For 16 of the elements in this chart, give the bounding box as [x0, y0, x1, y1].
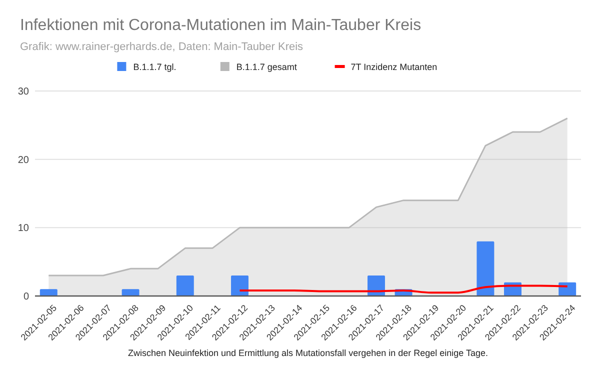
legend-label: B.1.1.7 tgl.: [133, 62, 176, 72]
legend-label: 7T Inzidenz Mutanten: [350, 62, 438, 72]
chart-title: Infektionen mit Corona-Mutationen im Main-Tauber Kreis: [20, 17, 422, 34]
bar: [476, 241, 494, 296]
y-tick-label: 0: [23, 292, 30, 302]
bar: [231, 276, 248, 296]
bar: [176, 276, 194, 296]
x-axis-title: Zwischen Neuinfektion und Ermittlung als Mutationsfall vergehen in der Regel einige Tage.: [128, 348, 488, 358]
chart-subtitle: Grafik: www.rainer-gerhards.de, Daten: Main-Tauber Kreis: [20, 41, 304, 53]
bar: [122, 289, 140, 296]
bar: [40, 289, 58, 296]
y-tick-label: 30: [18, 86, 30, 98]
line-series: [238, 284, 568, 294]
y-tick-label: 10: [18, 223, 30, 234]
legend-label: B.1.1.7 gesamt: [236, 62, 298, 72]
y-tick-label: 20: [18, 154, 30, 166]
